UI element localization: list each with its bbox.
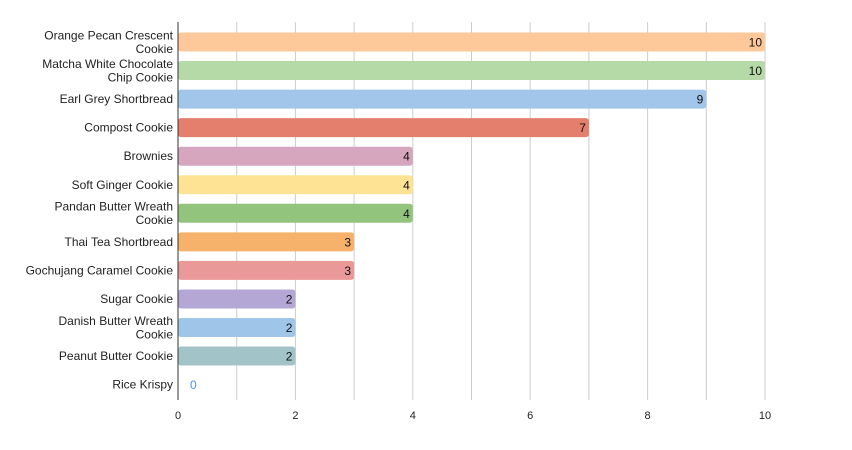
category-label: Thai Tea Shortbread [64, 235, 173, 249]
data-label: 2 [286, 292, 293, 306]
x-tick-label: 8 [645, 410, 651, 422]
bar [178, 232, 355, 252]
bar [178, 203, 413, 223]
category-label: Brownies [124, 149, 173, 163]
category-label: Matcha White Chocolate Chip Cookie [42, 57, 173, 85]
data-label: 10 [749, 36, 763, 50]
category-label: Peanut Butter Cookie [59, 349, 173, 363]
category-label: Gochujang Caramel Cookie [26, 263, 174, 277]
data-label: 2 [286, 321, 293, 335]
data-label: 2 [286, 350, 293, 364]
bar [178, 89, 707, 109]
category-label: Compost Cookie [84, 121, 173, 135]
bar [178, 146, 413, 166]
data-label: 4 [403, 178, 410, 192]
data-label: 4 [403, 150, 410, 164]
x-tick-label: 6 [527, 410, 533, 422]
bar [178, 346, 296, 366]
bar [178, 289, 296, 309]
bar [178, 61, 765, 81]
x-tick-label: 4 [410, 410, 416, 422]
category-label: Earl Grey Shortbread [60, 92, 173, 106]
category-label: Orange Pecan Crescent Cookie [44, 28, 173, 56]
category-label: Rice Krispy [112, 378, 173, 392]
bar [178, 32, 765, 52]
category-label: Pandan Butter Wreath Cookie [54, 200, 173, 228]
x-tick-label: 2 [292, 410, 298, 422]
data-label: 10 [749, 64, 763, 78]
x-tick-label: 0 [175, 410, 181, 422]
category-label: Danish Butter Wreath Cookie [59, 314, 174, 342]
bar [178, 318, 296, 337]
bar [178, 175, 413, 195]
data-label: 3 [344, 264, 351, 278]
category-label: Sugar Cookie [100, 292, 173, 306]
data-label: 3 [344, 235, 351, 249]
bar [178, 118, 589, 138]
x-tick-label: 10 [759, 410, 771, 422]
data-label: 9 [697, 93, 704, 107]
bar [178, 260, 355, 280]
category-label: Soft Ginger Cookie [72, 178, 174, 192]
data-label: 0 [190, 378, 197, 392]
data-label: 7 [579, 121, 586, 135]
data-label: 4 [403, 207, 410, 221]
